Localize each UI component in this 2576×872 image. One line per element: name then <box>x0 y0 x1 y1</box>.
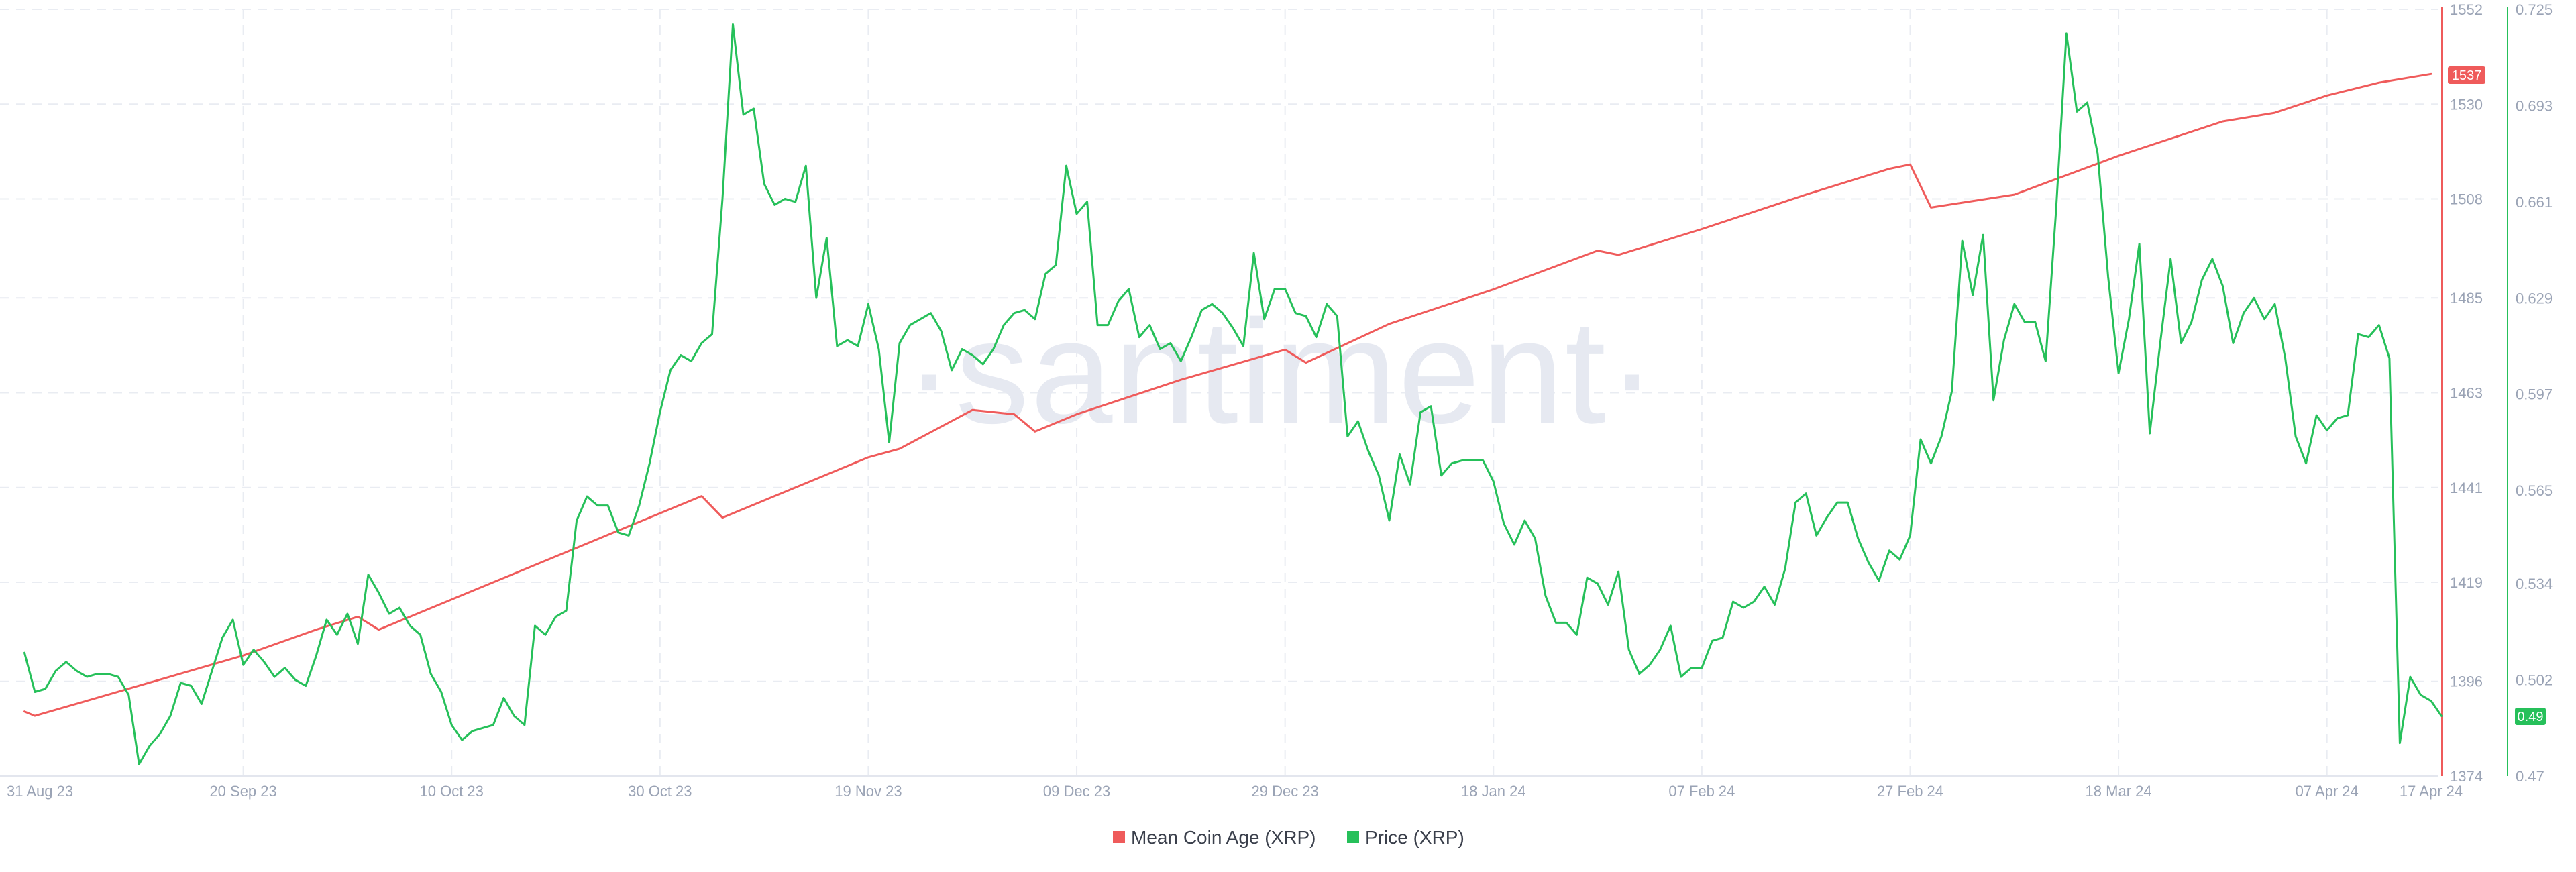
x-axis-tick-label: 07 Apr 24 <box>2296 783 2359 800</box>
legend-swatch-price <box>1347 831 1359 843</box>
left-axis-tick-label: 1441 <box>2450 480 2483 496</box>
legend-swatch-coin-age <box>1113 831 1125 843</box>
x-axis-tick-label: 29 Dec 23 <box>1252 783 1319 800</box>
x-axis-tick-label: 19 Nov 23 <box>835 783 902 800</box>
right-axis-tick-label: 0.661 <box>2516 194 2553 211</box>
series-lines <box>23 23 2443 765</box>
x-axis-tick-label: 18 Mar 24 <box>2086 783 2152 800</box>
right-axis-tick-label: 0.565 <box>2516 482 2553 499</box>
series-line-price <box>23 23 2443 765</box>
right-axis-tick-label: 0.693 <box>2516 97 2553 114</box>
x-axis-tick-label: 17 Apr 24 <box>2400 783 2463 800</box>
left-axis-tick-label: 1508 <box>2450 191 2483 208</box>
right-axis-tick-label: 0.502 <box>2516 672 2553 689</box>
right-axis: 0.725 0.693 0.661 0.629 0.597 0.565 0.534 0.502… <box>2507 1 2553 785</box>
right-axis-tick-label: 0.534 <box>2516 576 2553 592</box>
left-axis-tick-label: 1552 <box>2450 1 2483 18</box>
right-axis-tick-label: 0.47 <box>2516 768 2544 785</box>
coin-age-badge-bg <box>2448 66 2485 84</box>
watermark-logo: ·santiment· <box>905 289 1658 454</box>
last-value-badges: 1537 0.49 <box>2448 66 2546 725</box>
left-axis-tick-label: 1463 <box>2450 385 2483 402</box>
price-last-badge: 0.49 <box>2518 710 2544 724</box>
x-axis: 31 Aug 23 20 Sep 23 10 Oct 23 30 Oct 23 19 N… <box>0 775 2463 800</box>
grid-lines <box>0 9 2438 776</box>
left-axis-tick-label: 1374 <box>2450 768 2483 785</box>
x-axis-tick-label: 27 Feb 24 <box>1877 783 1943 800</box>
right-axis-tick-label: 0.725 <box>2516 1 2553 18</box>
left-axis-tick-label: 1485 <box>2450 290 2483 307</box>
right-axis-tick-label: 0.629 <box>2516 290 2553 307</box>
series-line-coin-age <box>23 72 2432 717</box>
legend-label-price: Price (XRP) <box>1365 827 1464 848</box>
x-axis-tick-label: 10 Oct 23 <box>420 783 484 800</box>
legend-label-coin-age: Mean Coin Age (XRP) <box>1131 827 1316 848</box>
left-axis: 1552 1530 1508 1485 1463 1441 1419 1396 1374 <box>2441 1 2483 785</box>
x-axis-tick-label: 09 Dec 23 <box>1043 783 1110 800</box>
x-axis-tick-label: 30 Oct 23 <box>628 783 692 800</box>
x-axis-tick-label: 18 Jan 24 <box>1461 783 1526 800</box>
coin-age-last-badge: 1537 <box>2452 68 2482 83</box>
x-axis-tick-label: 31 Aug 23 <box>7 783 73 800</box>
price-badge-bg <box>2515 708 2546 725</box>
x-axis-tick-label: 07 Feb 24 <box>1668 783 1735 800</box>
left-axis-tick-label: 1396 <box>2450 673 2483 690</box>
legend: Mean Coin Age (XRP) Price (XRP) <box>1113 827 1464 848</box>
right-axis-tick-label: 0.597 <box>2516 386 2553 403</box>
x-axis-tick-label: 20 Sep 23 <box>209 783 276 800</box>
left-axis-tick-label: 1530 <box>2450 96 2483 113</box>
left-axis-tick-label: 1419 <box>2450 574 2483 591</box>
